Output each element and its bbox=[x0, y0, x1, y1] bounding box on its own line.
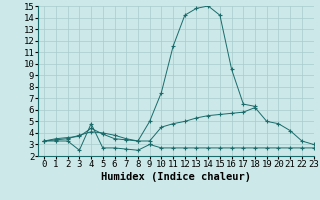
X-axis label: Humidex (Indice chaleur): Humidex (Indice chaleur) bbox=[101, 172, 251, 182]
